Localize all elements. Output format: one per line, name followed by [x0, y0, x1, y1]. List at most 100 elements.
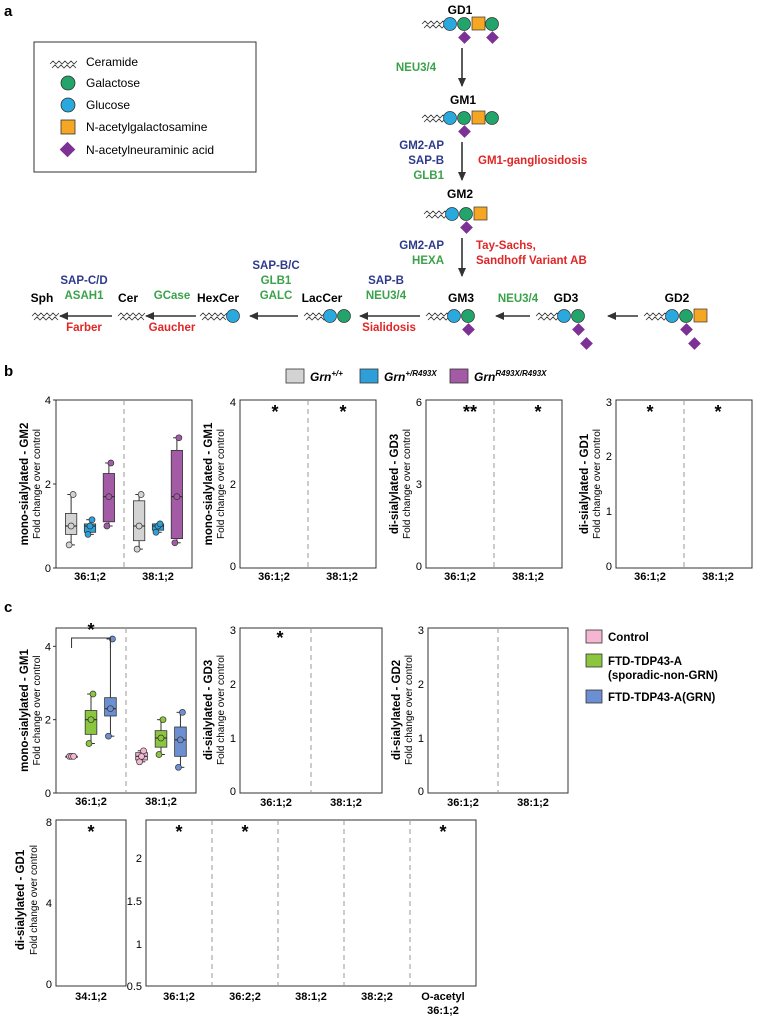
- chart-b4: di-sialylated - GD1 Fold change over con…: [579, 397, 753, 583]
- legend-a: Ceramide Galactose Glucose N-acetylgalac…: [33, 41, 257, 173]
- svg-text:*: *: [646, 402, 653, 422]
- svg-text:0: 0: [230, 786, 236, 798]
- svg-text:2: 2: [606, 451, 612, 463]
- y-tick-label: 0: [45, 788, 51, 800]
- enzyme-label: GALC: [260, 290, 293, 302]
- svg-text:2: 2: [230, 679, 236, 691]
- data-point: [136, 758, 143, 766]
- y-tick-label: 4: [45, 395, 51, 407]
- legend-b: Grn+/+ Grn+/R493X GrnR493X/R493X: [285, 368, 547, 384]
- enzyme-label: GLB1: [413, 170, 444, 182]
- panel-c-label: c: [4, 599, 12, 616]
- svg-text:1: 1: [136, 939, 142, 951]
- data-point: [105, 732, 112, 740]
- panel-b-label: b: [4, 363, 13, 380]
- data-point: [140, 747, 147, 755]
- data-point: [107, 459, 115, 467]
- svg-text:1: 1: [418, 733, 424, 745]
- box: [133, 500, 146, 542]
- svg-text:*: *: [714, 402, 721, 422]
- data-point: [67, 522, 75, 530]
- svg-text:*: *: [339, 402, 346, 422]
- chart-b3-ylabel: Fold change over control: [402, 429, 413, 539]
- laccer-label: LacCer: [302, 291, 343, 305]
- data-point: [179, 708, 186, 716]
- svg-text:3: 3: [230, 625, 236, 637]
- enzyme-label: GCase: [154, 290, 190, 302]
- y-axis-label: Fold change over control: [32, 655, 43, 765]
- data-point: [70, 752, 77, 760]
- data-point: [86, 522, 94, 530]
- svg-text:38:1;2: 38:1;2: [326, 571, 358, 583]
- legend-b-swatch: [449, 368, 469, 384]
- svg-text:8: 8: [46, 817, 52, 829]
- data-point: [175, 434, 183, 442]
- svg-text:*: *: [241, 822, 248, 842]
- chart-gm1: mono-sialylated - GM1 Fold change over co…: [19, 620, 197, 808]
- legend-b-label: GrnR493X/R493X: [474, 369, 547, 384]
- enzyme-label: HEXA: [412, 255, 444, 267]
- disease-label: Tay-Sachs,: [476, 240, 536, 252]
- data-point: [173, 493, 181, 500]
- gd3-label: GD3: [554, 291, 579, 305]
- legend-c: Control FTD-TDP43-A (sporadic-non-GRN) F…: [585, 629, 718, 704]
- svg-text:*: *: [439, 822, 446, 842]
- svg-text:38:1;2: 38:1;2: [295, 991, 327, 1003]
- sph-label: Sph: [31, 291, 54, 305]
- svg-text:38:2;2: 38:2;2: [361, 991, 393, 1003]
- gm1-label: GM1: [450, 93, 476, 107]
- data-point: [133, 545, 141, 553]
- legend-a-item: N-acetylgalactosamine: [86, 120, 208, 134]
- gd2-structure: GD2: [643, 291, 708, 350]
- svg-text:36:1;2: 36:1;2: [634, 571, 666, 583]
- neu5ac-icon: [59, 141, 76, 158]
- svg-text:36:1;2: 36:1;2: [427, 1005, 459, 1017]
- significance-bracket: [71, 637, 111, 648]
- chart-b4-title: di-sialylated - GD1: [579, 433, 591, 534]
- gd1-label: GD1: [448, 3, 473, 17]
- svg-text:38:1;2: 38:1;2: [517, 797, 549, 809]
- chart-b2-ylabel: Fold change over control: [216, 429, 227, 539]
- svg-text:*: *: [87, 822, 94, 842]
- data-point: [85, 740, 93, 747]
- chart-c2-ylabel: Fold change over control: [216, 655, 227, 765]
- hexcer-structure: HexCer: [197, 291, 240, 323]
- svg-text:36:2;2: 36:2;2: [229, 991, 261, 1003]
- svg-text:0: 0: [230, 561, 236, 573]
- enzyme-label: SAP-B: [368, 275, 404, 287]
- chart-b3-title: di-sialylated - GD3: [389, 434, 401, 534]
- y-tick-label: 2: [45, 715, 51, 727]
- enzyme-label: SAP-C/D: [60, 275, 107, 287]
- data-point: [103, 522, 111, 530]
- enzyme-label: GM2-AP: [399, 140, 444, 152]
- x-tick-label: 36:1;2: [75, 796, 107, 808]
- svg-text:3: 3: [416, 479, 422, 491]
- legend-c-label: (sporadic-non-GRN): [608, 670, 718, 682]
- chart-b2: mono-sialylated - GM1 Fold change over c…: [203, 397, 377, 583]
- enzyme-label: NEU3/4: [498, 293, 539, 305]
- svg-text:0.5: 0.5: [127, 981, 142, 993]
- svg-text:3: 3: [418, 625, 424, 637]
- chart-b4-ylabel: Fold change over control: [592, 429, 603, 539]
- svg-text:36:1;2: 36:1;2: [163, 991, 195, 1003]
- chart-c4-title: di-sialylated - GD1: [15, 849, 27, 950]
- svg-text:1: 1: [606, 506, 612, 518]
- galnac-icon: [60, 119, 76, 135]
- legend-a-item: Ceramide: [86, 55, 138, 69]
- ceramide-icon: [117, 312, 146, 321]
- chart-c4: di-sialylated - GD1 Fold change over con…: [15, 817, 477, 1017]
- y-axis-label: Fold change over control: [32, 429, 43, 539]
- data-point: [157, 734, 165, 742]
- gm2-structure: GM2: [423, 187, 488, 234]
- x-tick-label: 36:1;2: [74, 571, 106, 583]
- svg-text:38:1;2: 38:1;2: [512, 571, 544, 583]
- enzyme-label: NEU3/4: [396, 62, 437, 74]
- data-point: [155, 751, 163, 758]
- legend-a-item: N-acetylneuraminic acid: [86, 143, 214, 157]
- chart-c2: di-sialylated - GD3 Fold change over con…: [203, 625, 383, 809]
- data-point: [65, 541, 73, 549]
- gm2-label: GM2: [447, 187, 473, 201]
- panel-a-label: a: [4, 3, 13, 20]
- svg-text:O-acetyl: O-acetyl: [421, 991, 464, 1003]
